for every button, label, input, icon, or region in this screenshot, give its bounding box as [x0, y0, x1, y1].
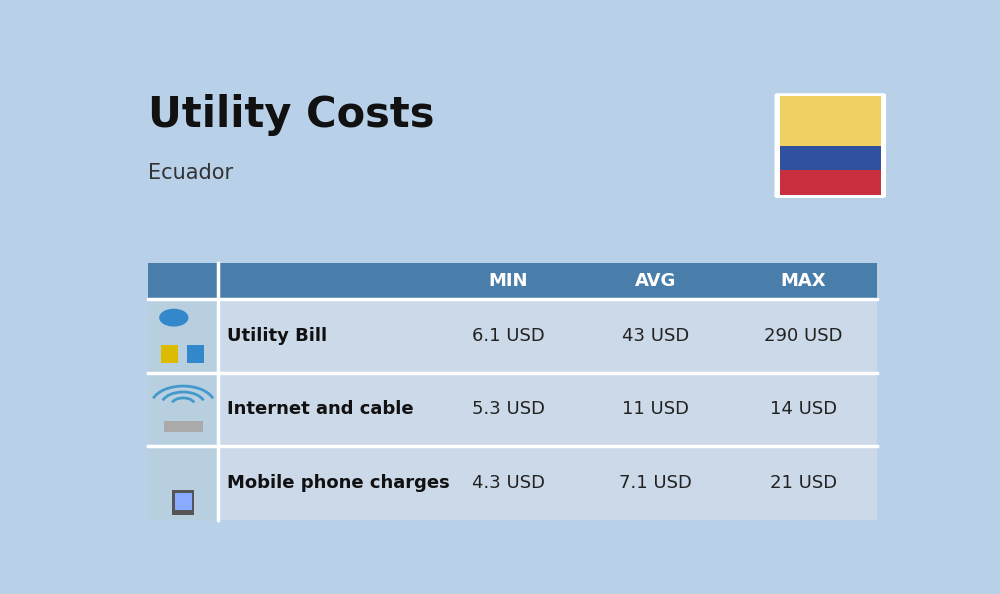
Circle shape: [160, 309, 188, 326]
Text: Ecuador: Ecuador: [148, 163, 233, 183]
Bar: [218, 446, 435, 520]
Bar: [435, 372, 582, 446]
Bar: [175, 493, 192, 510]
Bar: [780, 96, 881, 146]
Bar: [435, 446, 582, 520]
Text: 4.3 USD: 4.3 USD: [472, 474, 545, 492]
Bar: [582, 299, 730, 372]
Text: 14 USD: 14 USD: [770, 400, 837, 418]
Bar: [729, 372, 877, 446]
Bar: [729, 446, 877, 520]
Bar: [148, 263, 218, 299]
Bar: [582, 372, 730, 446]
Bar: [780, 146, 881, 170]
Bar: [729, 299, 877, 372]
Text: 7.1 USD: 7.1 USD: [619, 474, 692, 492]
Text: AVG: AVG: [635, 272, 677, 290]
Bar: [218, 299, 435, 372]
Bar: [172, 489, 194, 515]
Text: Mobile phone charges: Mobile phone charges: [227, 474, 450, 492]
Text: 290 USD: 290 USD: [764, 327, 842, 345]
FancyBboxPatch shape: [774, 93, 886, 198]
Bar: [218, 263, 435, 299]
Bar: [582, 263, 730, 299]
Text: 6.1 USD: 6.1 USD: [472, 327, 545, 345]
Bar: [148, 446, 218, 520]
Bar: [729, 263, 877, 299]
Text: Internet and cable: Internet and cable: [227, 400, 414, 418]
Text: MIN: MIN: [489, 272, 528, 290]
Bar: [148, 299, 218, 372]
Bar: [435, 299, 582, 372]
Text: Utility Costs: Utility Costs: [148, 94, 435, 136]
Text: 21 USD: 21 USD: [770, 474, 837, 492]
Text: MAX: MAX: [780, 272, 826, 290]
Bar: [582, 446, 730, 520]
Text: 5.3 USD: 5.3 USD: [472, 400, 545, 418]
Bar: [780, 170, 881, 195]
Text: 11 USD: 11 USD: [622, 400, 689, 418]
Text: 43 USD: 43 USD: [622, 327, 690, 345]
Bar: [148, 372, 218, 446]
Bar: [164, 421, 202, 432]
Bar: [218, 372, 435, 446]
Bar: [161, 345, 178, 364]
Text: Utility Bill: Utility Bill: [227, 327, 327, 345]
Bar: [435, 263, 582, 299]
Bar: [187, 345, 204, 364]
